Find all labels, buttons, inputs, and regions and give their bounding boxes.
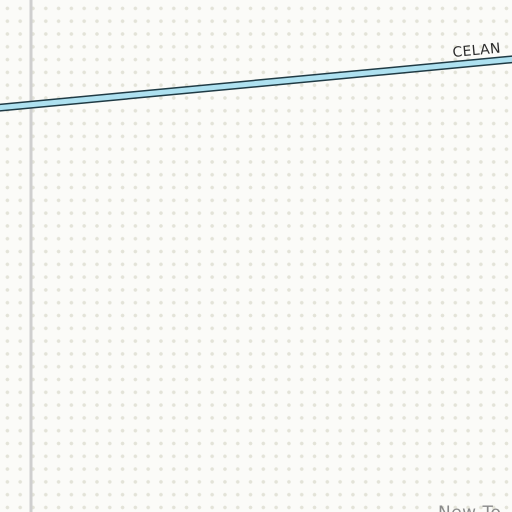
major-road bbox=[0, 55, 512, 112]
road-label: CELAN bbox=[452, 41, 502, 61]
place-label: New To bbox=[438, 503, 501, 512]
